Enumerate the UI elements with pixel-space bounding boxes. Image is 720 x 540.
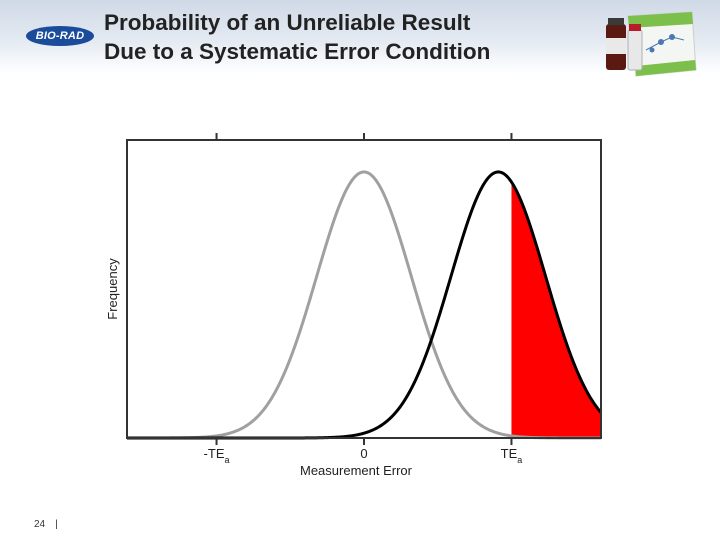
title-line-2: Due to a Systematic Error Condition	[104, 39, 491, 64]
rejection-area	[511, 182, 601, 438]
product-image	[606, 11, 697, 77]
title-line-1: Probability of an Unreliable Result	[104, 10, 471, 35]
x-tick-label-te: -TEa	[204, 446, 230, 465]
header-band	[0, 0, 720, 74]
x-tick-label-0: 0	[360, 446, 367, 461]
bio-rad-logo: BIO-RAD	[26, 26, 94, 46]
chart-layer: -TEa 0 TEa Measurement Error Frequency	[105, 133, 603, 478]
page-number: 24	[34, 519, 46, 530]
page-footer: 24 |	[34, 519, 58, 530]
footer-separator: |	[55, 519, 58, 530]
y-axis-label: Frequency	[105, 258, 120, 320]
x-tick-label-te: TEa	[501, 446, 523, 465]
x-axis-label: Measurement Error	[300, 463, 413, 478]
slide-title: Probability of an Unreliable Result Due …	[104, 8, 490, 66]
